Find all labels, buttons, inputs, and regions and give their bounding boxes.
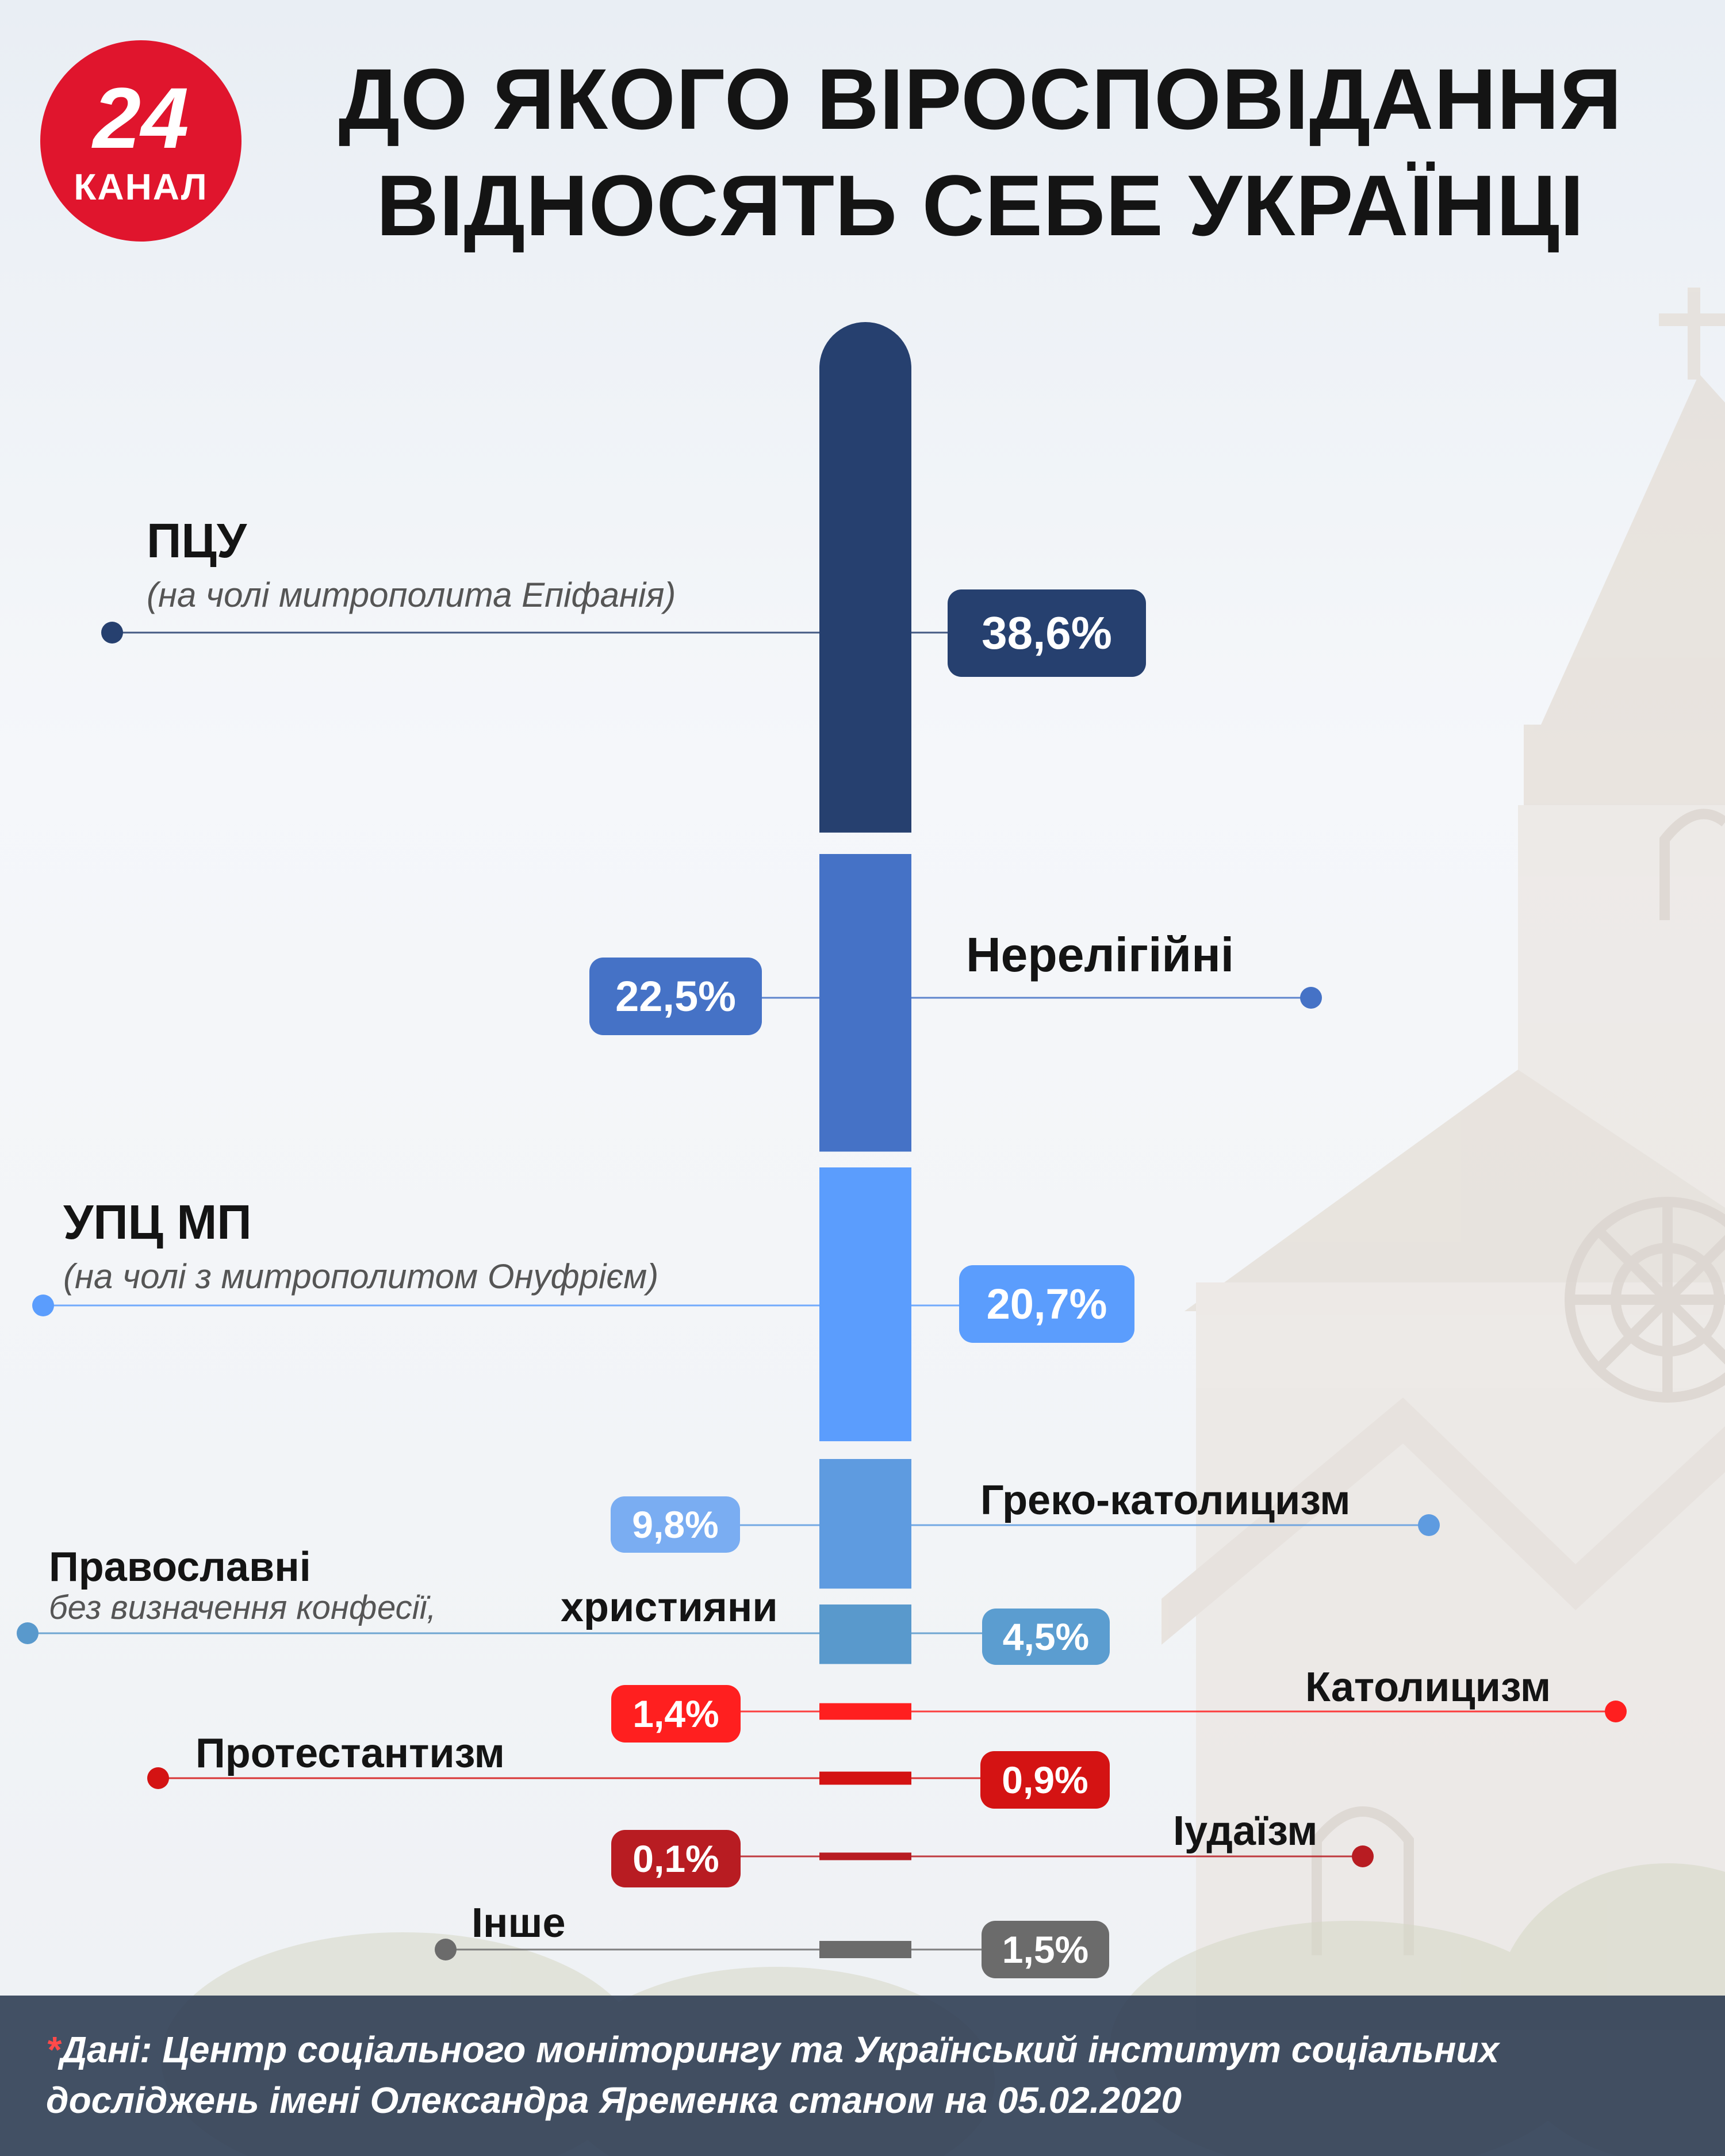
badge-nonreligious: 22,5% bbox=[589, 958, 762, 1035]
dot-nonreligious bbox=[1300, 987, 1322, 1009]
page-title: ДО ЯКОГО ВІРОСПОВІДАННЯ ВІДНОСЯТЬ СЕБЕ У… bbox=[270, 46, 1690, 259]
bar-protestantism bbox=[819, 1771, 911, 1785]
title-line-1: ДО ЯКОГО ВІРОСПОВІДАННЯ bbox=[338, 51, 1623, 147]
dot-catholicism bbox=[1605, 1701, 1627, 1722]
dot-protestantism bbox=[147, 1767, 169, 1789]
title-line-2: ВІДНОСЯТЬ СЕБЕ УКРАЇНЦІ bbox=[376, 157, 1585, 254]
label-pcu: ПЦУ bbox=[147, 514, 247, 568]
footnote-text: Дані: Центр соціального моніторингу та У… bbox=[46, 2029, 1500, 2121]
dot-other bbox=[435, 1939, 457, 1960]
label-orthodox: Православні bbox=[49, 1544, 311, 1590]
source-footnote: *Дані: Центр соціального моніторингу та … bbox=[46, 2024, 1685, 2126]
label-orthodox-christians: християни bbox=[561, 1584, 778, 1630]
badge-upc-mp: 20,7% bbox=[959, 1265, 1134, 1343]
bar-greek-catholic bbox=[819, 1459, 911, 1589]
label-greek-catholic: Греко-католицизм bbox=[980, 1477, 1351, 1523]
badge-catholicism: 1,4% bbox=[611, 1685, 741, 1743]
label-protestantism: Протестантизм bbox=[195, 1730, 505, 1776]
badge-judaism: 0,1% bbox=[611, 1830, 741, 1887]
badge-orthodox: 4,5% bbox=[982, 1609, 1110, 1665]
badge-other: 1,5% bbox=[982, 1921, 1109, 1978]
dot-orthodox bbox=[17, 1622, 39, 1644]
bar-other bbox=[819, 1941, 911, 1958]
footnote-star: * bbox=[46, 2029, 60, 2070]
label-upc-mp: УПЦ МП bbox=[63, 1195, 252, 1249]
badge-pcu: 38,6% bbox=[948, 589, 1146, 677]
logo-word: КАНАЛ bbox=[74, 166, 208, 208]
bar-catholicism bbox=[819, 1703, 911, 1720]
dot-greek-catholic bbox=[1418, 1514, 1440, 1536]
bar-judaism bbox=[819, 1852, 911, 1860]
note-pcu: (на чолі митрополита Епіфанія) bbox=[147, 576, 676, 614]
label-catholicism: Католицизм bbox=[1305, 1664, 1551, 1710]
bar-pcu bbox=[819, 322, 911, 833]
dot-upc-mp bbox=[32, 1295, 54, 1316]
channel-logo: 24 КАНАЛ bbox=[40, 40, 241, 242]
label-nonreligious: Нерелігійні bbox=[966, 928, 1235, 982]
dot-judaism bbox=[1352, 1845, 1374, 1867]
label-other: Інше bbox=[471, 1900, 566, 1946]
badge-greek-catholic: 9,8% bbox=[611, 1496, 740, 1553]
note-orthodox: без визначення конфесії, bbox=[49, 1589, 436, 1626]
note-upc-mp: (на чолі з митрополитом Онуфрієм) bbox=[63, 1257, 659, 1296]
badge-protestantism: 0,9% bbox=[980, 1751, 1110, 1809]
label-judaism: Іудаїзм bbox=[1173, 1808, 1318, 1854]
bar-upc-mp bbox=[819, 1167, 911, 1442]
logo-number: 24 bbox=[93, 70, 189, 166]
bar-nonreligious bbox=[819, 854, 911, 1152]
bar-orthodox bbox=[819, 1604, 911, 1664]
dot-pcu bbox=[101, 622, 123, 644]
